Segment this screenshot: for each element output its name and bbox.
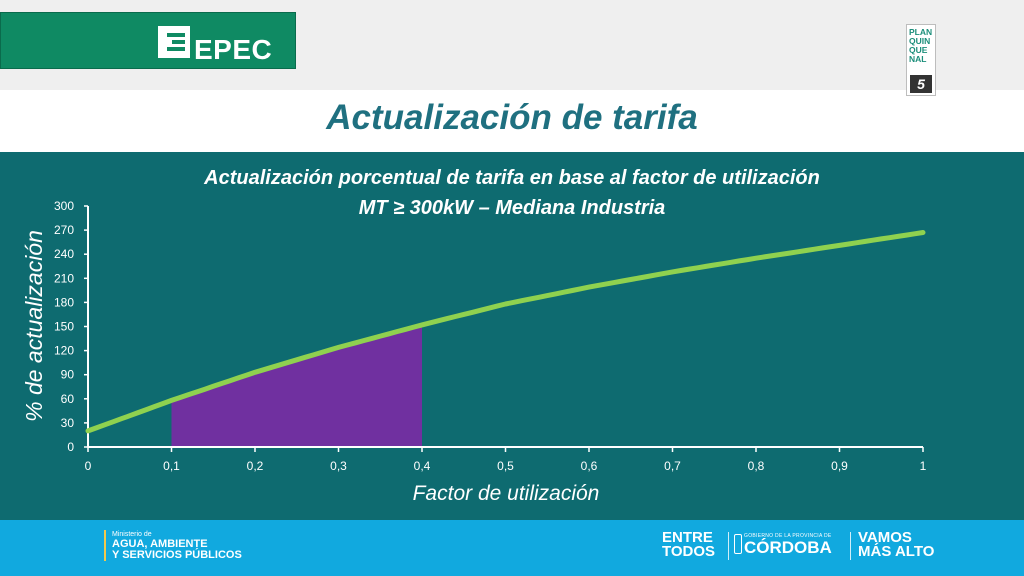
x-tick-label: 0: [85, 459, 92, 473]
entre-todos-logo: ENTRE TODOS: [662, 529, 716, 560]
vamos-mas-alto-logo: VAMOS MÁS ALTO: [858, 529, 935, 560]
y-tick-label: 270: [54, 223, 74, 237]
footer-divider: [728, 532, 729, 560]
slide-title: Actualización de tarifa: [326, 98, 698, 137]
x-axis-label: Factor de utilización: [413, 482, 600, 505]
x-tick-label: 0,7: [664, 459, 681, 473]
x-tick-label: 0,1: [163, 459, 180, 473]
y-tick-label: 180: [54, 295, 74, 309]
gov-big-text: CÓRDOBA: [744, 538, 832, 557]
epec-logo-text: EPEC: [194, 34, 273, 65]
x-tick-label: 0,4: [414, 459, 431, 473]
y-tick-label: 210: [54, 271, 74, 285]
y-tick-label: 300: [54, 199, 74, 213]
epec-logo-box: [0, 12, 296, 69]
y-tick-label: 120: [54, 344, 74, 358]
y-tick-label: 0: [67, 440, 74, 454]
gov-small-text: GOBIERNO DE LA PROVINCIA DE: [744, 533, 832, 539]
cordoba-shield-icon: [734, 534, 742, 554]
vamos-line1: VAMOS: [858, 529, 912, 546]
entre-line1: ENTRE: [662, 529, 713, 546]
badge-number: 5: [910, 75, 932, 93]
ministry-line1: AGUA, AMBIENTE: [112, 538, 208, 550]
footer-bar: [0, 520, 1024, 576]
x-tick-label: 0,8: [748, 459, 765, 473]
series-line: [85, 230, 926, 434]
chart-title: Actualización porcentual de tarifa en ba…: [203, 167, 820, 189]
x-tick-label: 0,3: [330, 459, 347, 473]
plan-quinquenal-badge: PLAN QUIN QUE NAL 5: [906, 24, 936, 96]
chart-panel: [0, 152, 1024, 520]
ministry-logo: Ministerio de AGUA, AMBIENTE Y SERVICIOS…: [104, 530, 242, 561]
x-tick-label: 0,6: [581, 459, 598, 473]
badge-text: PLAN QUIN QUE NAL: [909, 27, 933, 64]
y-axis-label: % de actualización: [21, 230, 47, 422]
ministry-prefix: Ministerio de: [112, 531, 152, 538]
vamos-line2: MÁS ALTO: [858, 543, 935, 560]
epec-logo-icon: [158, 26, 190, 58]
tariff-chart: Actualización porcentual de tarifa en ba…: [21, 167, 927, 505]
x-tick-label: 0,2: [247, 459, 264, 473]
chart-subtitle: MT ≥ 300kW – Mediana Industria: [359, 197, 666, 219]
y-tick-label: 150: [54, 320, 74, 334]
footer-divider: [850, 532, 851, 560]
y-tick-label: 240: [54, 247, 74, 261]
y-tick-label: 30: [61, 416, 75, 430]
x-tick-label: 1: [920, 459, 927, 473]
y-tick-label: 60: [61, 392, 75, 406]
x-tick-label: 0,9: [831, 459, 848, 473]
x-tick-label: 0,5: [497, 459, 514, 473]
entre-line2: TODOS: [662, 543, 716, 560]
shaded-area: [171, 324, 422, 447]
ministry-line2: Y SERVICIOS PÚBLICOS: [112, 549, 242, 561]
y-tick-label: 90: [61, 368, 75, 382]
gobierno-cordoba-logo: GOBIERNO DE LA PROVINCIA DE CÓRDOBA: [744, 533, 832, 557]
